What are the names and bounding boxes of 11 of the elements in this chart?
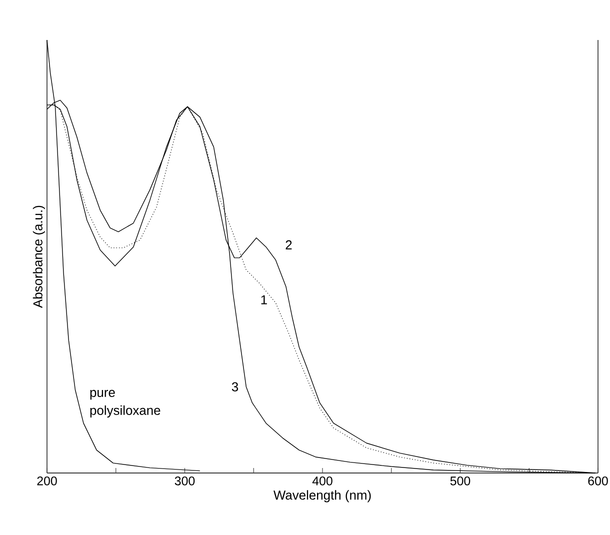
y-axis-title: Absorbance (a.u.) [32, 206, 45, 308]
series-label: 2 [286, 240, 292, 250]
x-axis-title: Wavelength (nm) [274, 490, 371, 502]
x-tick-label: 300 [174, 476, 195, 486]
series-label: 3 [232, 382, 238, 392]
series-label: pure polysiloxane [90, 390, 160, 418]
x-tick-label: 600 [588, 476, 608, 486]
series-label: 1 [261, 295, 267, 304]
x-tick-label: 500 [450, 476, 470, 486]
x-tick-label: 200 [37, 476, 57, 486]
x-tick-label: 400 [312, 476, 332, 486]
